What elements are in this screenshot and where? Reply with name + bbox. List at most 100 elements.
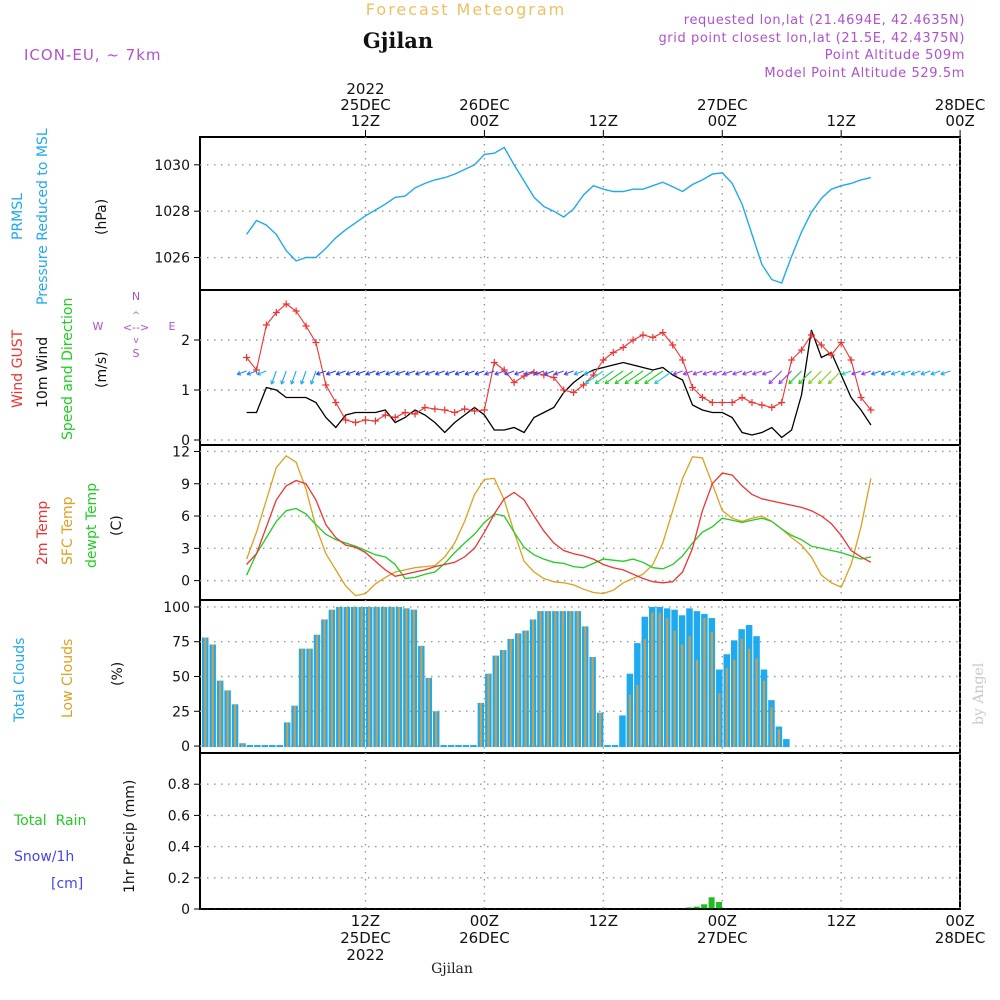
top-axis-label: 2022 [346, 80, 384, 98]
low-cloud-bar [211, 644, 214, 748]
wind-direction-arrow [742, 370, 753, 375]
low-cloud-bar [241, 743, 244, 748]
top-axis-label: 28DEC [935, 96, 986, 114]
wind-arrow-head [682, 371, 688, 376]
low-cloud-bar [748, 648, 751, 748]
total-cloud-bar [462, 745, 470, 748]
low-cloud-bar [539, 611, 542, 748]
y-tick-label: 0 [181, 433, 190, 449]
low-cloud-bar [204, 637, 207, 748]
wind-direction-arrow [514, 370, 525, 375]
low-cloud-bar [681, 644, 684, 748]
watermark: by Angel [971, 662, 987, 725]
wind-arrow-head [768, 379, 773, 385]
low-cloud-bar [397, 606, 401, 748]
wind-arrow-head [818, 379, 823, 385]
compass-rose: N S W E <--> ^ v [93, 290, 176, 360]
low-cloud-bar [234, 704, 237, 748]
gust-marker [381, 411, 389, 419]
top-axis-label: 27DEC [697, 96, 748, 114]
wind-direction-arrow [435, 370, 445, 375]
wind-arrow-head [604, 379, 610, 385]
low-cloud-bar [561, 611, 564, 748]
model-label: ICON-EU, ~ 7km [24, 46, 162, 64]
temp-2m-line [246, 472, 872, 584]
low-cloud-bar [368, 606, 371, 748]
gust-marker [570, 389, 578, 396]
y-tick-label: 0.2 [168, 871, 190, 887]
wind-arrow-head [454, 371, 460, 376]
sfc-temp-line [245, 454, 872, 597]
low-cloud-bar [226, 690, 229, 748]
gust-marker [401, 409, 409, 416]
wind-direction-arrow [692, 370, 703, 375]
gust-marker [262, 321, 270, 329]
low-cloud-bar [390, 606, 393, 748]
wind-arrow-head [712, 371, 717, 376]
wind-direction-arrow [534, 370, 545, 375]
grid-point-coords: grid point closest lon,lat (21.5E, 42.43… [658, 31, 965, 46]
wind-panel-labels: Wind GUST 10m Wind Speed and Direction (… [10, 290, 176, 440]
gust-marker [718, 399, 726, 406]
y-tick-label: 2 [181, 333, 190, 349]
low-cloud-bar [301, 648, 304, 748]
wind-direction-arrow [644, 370, 664, 385]
y-tick-label: 1026 [154, 251, 190, 267]
wind-direction-arrow [484, 370, 495, 375]
gust-marker [480, 406, 488, 414]
wind-arrow-head [573, 371, 579, 376]
y-tick-label: 0 [181, 574, 190, 590]
top-axis-label: 12Z [351, 112, 380, 130]
gust-marker [352, 419, 360, 426]
low-cloud-bar [405, 608, 408, 748]
gust-marker [243, 354, 251, 361]
gust-marker [817, 341, 825, 349]
wind-arrow-head [798, 379, 803, 385]
wind-arrow-head [514, 371, 519, 376]
low-cloud-bar [308, 648, 311, 748]
wind-arrow-head [940, 371, 945, 376]
wind-direction-arrow [336, 370, 346, 375]
low-cloud-bar [509, 638, 512, 748]
point-altitude: Point Altitude 509m [825, 48, 965, 63]
wind-arrow-head [594, 379, 600, 385]
gust-marker [550, 374, 558, 381]
wind-arrow-head [624, 379, 629, 385]
gust-marker [689, 384, 697, 391]
compass-arrows: <--> [123, 321, 149, 334]
wind-arrow-head [841, 371, 846, 376]
gust-marker [708, 399, 716, 406]
gust-marker [560, 386, 568, 394]
gust-marker [847, 356, 855, 364]
wind-arrow-head [345, 371, 351, 376]
gust-marker [827, 351, 835, 359]
low-cloud-bar [584, 626, 587, 748]
wind-arrow-head [365, 371, 371, 376]
gust-marker [332, 399, 340, 406]
temp-panel-labels: 2m Temp SFC Temp dewpt Temp (C) [35, 483, 125, 568]
wind-arrow-head [375, 371, 380, 376]
precip-panel-labels: Total Rain Snow/1h [cm] 1hr Precip (mm) [13, 780, 138, 893]
low-cloud-bar [353, 606, 356, 748]
gust-marker [798, 346, 806, 354]
gust-marker [698, 394, 706, 401]
panel-frame [199, 136, 961, 291]
gust-marker [857, 394, 865, 401]
wind-direction-arrow [930, 370, 941, 375]
gust-marker [292, 307, 300, 315]
wind-direction-arrow [375, 370, 386, 375]
wind-direction-arrow [768, 370, 783, 385]
total-cloud-bar [246, 745, 254, 748]
low-cloud-bar [777, 729, 781, 748]
bottom-axis-label: 12Z [351, 912, 380, 930]
rain-bar [708, 897, 715, 909]
wind-arrow-head [880, 371, 886, 376]
cloud-panel-labels: Total Clouds Low Clouds (%) [12, 638, 126, 723]
low-cloud-bar [293, 705, 296, 748]
gust-marker [599, 356, 607, 364]
low-cloud-bar [219, 680, 222, 748]
cloud-chart: 0 25 50 75 100 [163, 600, 960, 755]
top-axis-label: 00Z [708, 112, 737, 130]
wind-direction-arrow [310, 370, 317, 385]
wind-direction-arrow [494, 370, 505, 375]
